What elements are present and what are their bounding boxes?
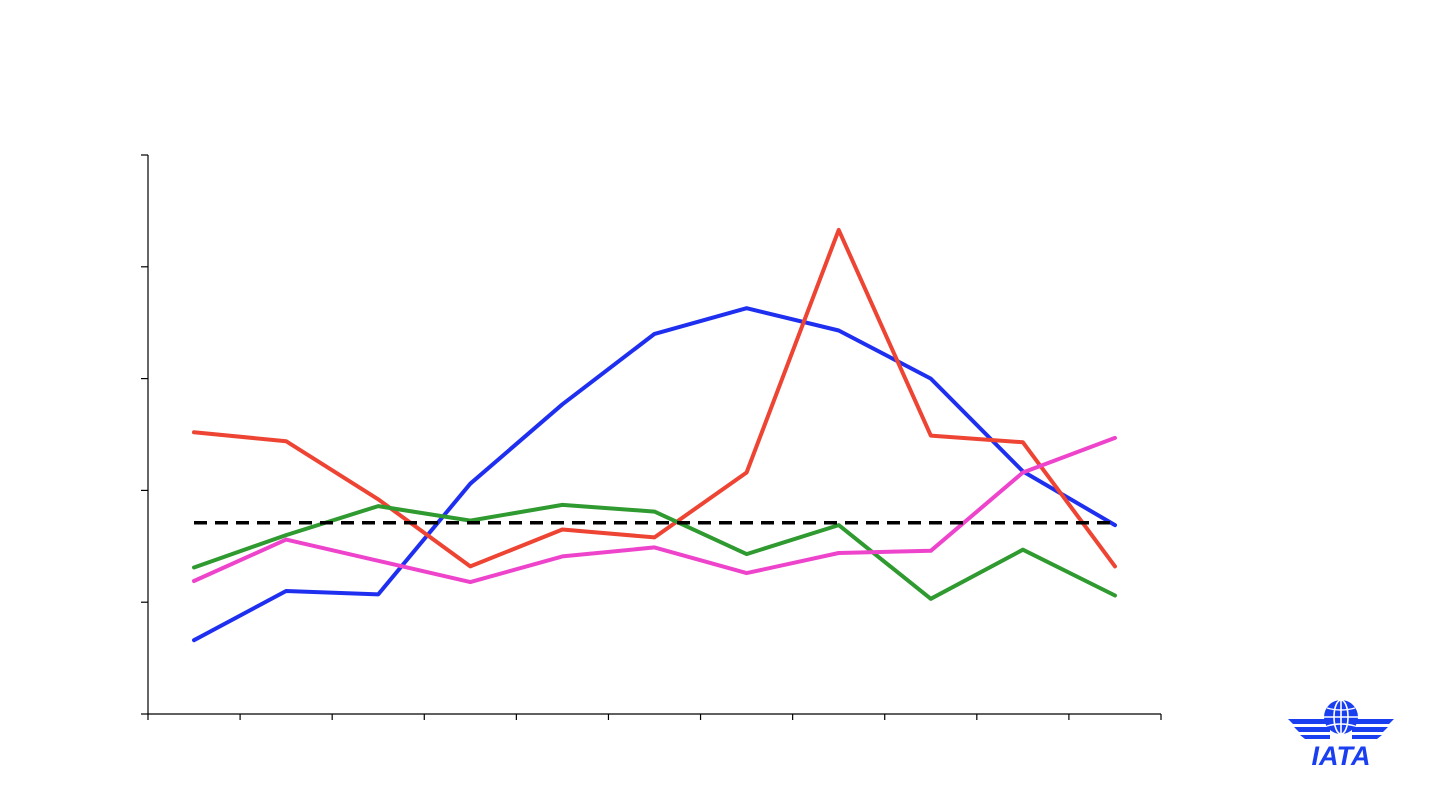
series-line-3 [192, 502, 1117, 601]
series-line-4 [192, 435, 1117, 585]
iata-logo: IATA [1288, 699, 1394, 771]
chart-axes [141, 154, 1162, 720]
chart-series [192, 227, 1117, 643]
globe-wings-icon [1288, 699, 1394, 739]
logo-text: IATA [1312, 741, 1371, 771]
series-line-2 [192, 227, 1117, 569]
series-line-1 [192, 306, 1117, 643]
